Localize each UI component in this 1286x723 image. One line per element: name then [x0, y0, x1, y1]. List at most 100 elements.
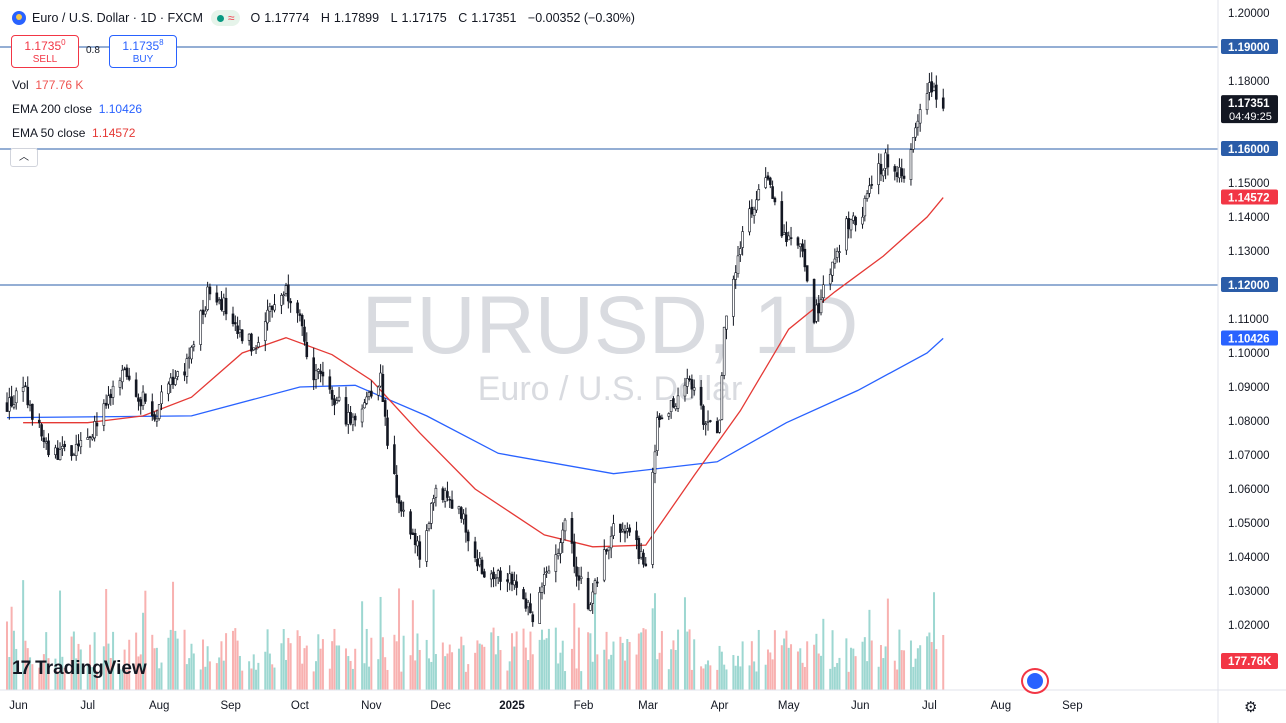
candle[interactable]: [838, 244, 841, 263]
candle[interactable]: [192, 340, 196, 352]
candle[interactable]: [257, 336, 260, 349]
candle[interactable]: [593, 578, 597, 595]
candle[interactable]: [222, 293, 226, 316]
candle[interactable]: [833, 248, 837, 269]
candle[interactable]: [266, 299, 269, 331]
candle[interactable]: [602, 539, 606, 583]
candle[interactable]: [464, 507, 468, 543]
candle[interactable]: [418, 535, 422, 568]
candle[interactable]: [628, 524, 631, 536]
candle[interactable]: [206, 281, 209, 312]
candle[interactable]: [609, 526, 613, 559]
candle[interactable]: [305, 332, 309, 360]
candle[interactable]: [37, 413, 41, 428]
candle[interactable]: [720, 372, 724, 421]
candle[interactable]: [252, 347, 256, 351]
candle[interactable]: [344, 386, 348, 427]
candle[interactable]: [448, 496, 452, 508]
candle[interactable]: [508, 565, 512, 591]
candle[interactable]: [409, 509, 412, 540]
candle[interactable]: [489, 570, 493, 588]
candle[interactable]: [296, 300, 299, 323]
candle[interactable]: [655, 411, 659, 456]
candle[interactable]: [674, 403, 678, 412]
candle[interactable]: [303, 319, 306, 346]
candle[interactable]: [884, 149, 887, 180]
candle[interactable]: [870, 175, 874, 189]
candle[interactable]: [575, 556, 578, 587]
legend-volume[interactable]: Vol 177.76 K: [12, 78, 84, 92]
candle[interactable]: [5, 392, 9, 412]
candle[interactable]: [863, 195, 867, 222]
candle[interactable]: [805, 265, 809, 283]
candle[interactable]: [895, 165, 899, 183]
candle[interactable]: [706, 410, 710, 431]
candle[interactable]: [473, 536, 477, 563]
candle[interactable]: [773, 196, 777, 206]
candle[interactable]: [542, 567, 546, 595]
candle[interactable]: [764, 167, 767, 190]
candle[interactable]: [282, 291, 286, 305]
candle[interactable]: [766, 171, 770, 181]
candle[interactable]: [351, 413, 355, 432]
candle[interactable]: [667, 412, 671, 421]
candle[interactable]: [651, 467, 654, 569]
candle[interactable]: [109, 389, 113, 406]
candle[interactable]: [240, 329, 244, 344]
candle[interactable]: [619, 523, 622, 543]
candle[interactable]: [709, 419, 712, 423]
candle[interactable]: [238, 319, 242, 338]
candle[interactable]: [174, 370, 177, 387]
candle[interactable]: [413, 528, 417, 554]
candle[interactable]: [386, 409, 389, 450]
candle[interactable]: [815, 299, 818, 324]
candle[interactable]: [381, 365, 385, 402]
candle[interactable]: [757, 184, 761, 201]
candle[interactable]: [506, 572, 509, 592]
market-status-pill[interactable]: ≈: [210, 10, 241, 26]
candle[interactable]: [524, 592, 528, 612]
candle[interactable]: [44, 437, 48, 450]
candle[interactable]: [201, 299, 205, 325]
candle[interactable]: [612, 514, 615, 540]
candle[interactable]: [312, 347, 315, 390]
candle[interactable]: [317, 368, 320, 380]
candle[interactable]: [330, 386, 334, 407]
candle[interactable]: [337, 387, 341, 403]
candle[interactable]: [540, 582, 544, 600]
candle[interactable]: [554, 544, 558, 583]
candle[interactable]: [236, 316, 239, 339]
candle[interactable]: [909, 143, 913, 186]
candle[interactable]: [107, 386, 110, 409]
candle[interactable]: [379, 364, 382, 388]
candle[interactable]: [167, 381, 170, 402]
candle[interactable]: [121, 364, 124, 390]
candle[interactable]: [623, 524, 627, 543]
candle[interactable]: [499, 567, 502, 591]
candle[interactable]: [79, 432, 83, 455]
candle[interactable]: [819, 289, 823, 316]
candle[interactable]: [333, 394, 336, 416]
candle[interactable]: [432, 494, 435, 511]
candle[interactable]: [722, 326, 726, 380]
candle[interactable]: [831, 261, 834, 283]
candle[interactable]: [14, 387, 18, 410]
candle[interactable]: [492, 567, 495, 588]
candle[interactable]: [796, 236, 800, 249]
candle[interactable]: [160, 385, 163, 411]
candle[interactable]: [111, 380, 115, 405]
candle[interactable]: [10, 385, 13, 408]
candle[interactable]: [591, 583, 595, 614]
candle[interactable]: [704, 420, 708, 436]
candle[interactable]: [865, 190, 869, 202]
candle[interactable]: [849, 218, 853, 239]
candle[interactable]: [187, 347, 191, 369]
candle[interactable]: [319, 363, 322, 383]
candle[interactable]: [70, 445, 73, 461]
candle[interactable]: [217, 297, 221, 305]
candle[interactable]: [699, 379, 703, 410]
candle[interactable]: [353, 413, 357, 427]
candle[interactable]: [123, 366, 126, 371]
candle[interactable]: [660, 414, 664, 420]
candle[interactable]: [739, 241, 742, 262]
